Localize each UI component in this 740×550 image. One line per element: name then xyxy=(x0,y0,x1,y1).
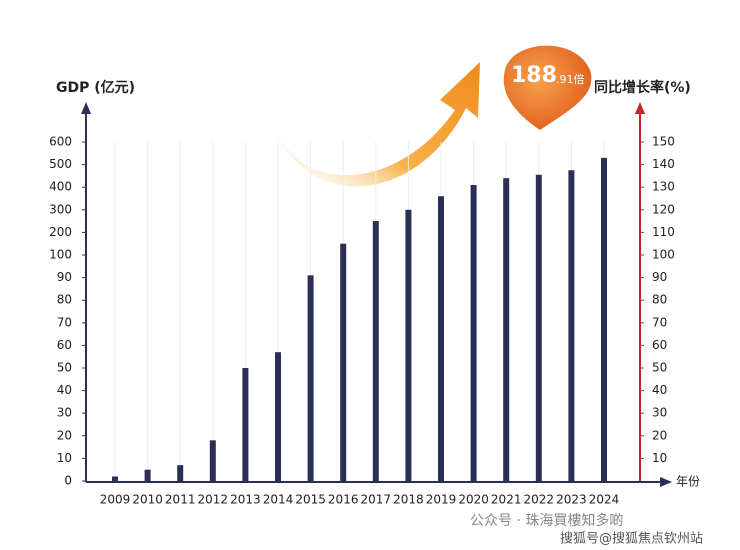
y-tick-label: 90 xyxy=(57,270,72,284)
bar xyxy=(307,275,314,481)
y-tick-label: 30 xyxy=(57,406,72,420)
bar xyxy=(340,243,347,481)
bar xyxy=(405,209,412,482)
x-tick-label: 2021 xyxy=(491,493,522,507)
y2-tick-label: 70 xyxy=(652,315,667,329)
y2-tick-label: 150 xyxy=(652,135,675,149)
x-tick-label: 2012 xyxy=(198,493,229,507)
watermark: 搜狐号@搜狐焦点钦州站 xyxy=(560,532,703,547)
bar xyxy=(535,174,542,481)
y-tick-label: 600 xyxy=(49,135,72,149)
bar xyxy=(470,184,477,481)
x-tick-label: 2024 xyxy=(589,493,620,507)
y2-tick-label: 30 xyxy=(652,406,667,420)
y2-tick-label: 60 xyxy=(652,338,667,352)
x-tick-label: 2011 xyxy=(165,493,196,507)
bar xyxy=(372,221,379,481)
x-tick-label: 2016 xyxy=(328,493,359,507)
bar xyxy=(503,178,510,481)
y2-axis-label: 同比增长率(%) xyxy=(594,79,691,96)
annotation-main: 188 xyxy=(511,63,557,88)
x-tick-label: 2010 xyxy=(132,493,163,507)
y-axis-arrow xyxy=(81,102,91,114)
bar xyxy=(438,196,444,482)
bar xyxy=(177,465,184,481)
y2-axis-arrow xyxy=(635,102,645,114)
y-tick-label: 500 xyxy=(49,157,72,171)
y2-tick-label: 100 xyxy=(652,248,675,262)
y-tick-label: 0 xyxy=(64,474,72,488)
y2-tick-label: 90 xyxy=(652,270,667,284)
bar xyxy=(144,469,151,481)
y-tick-label: 70 xyxy=(57,315,72,329)
x-axis-label: 年份 xyxy=(676,475,700,489)
y-tick-label: 300 xyxy=(49,202,72,216)
y2-tick-label: 120 xyxy=(652,202,675,216)
x-tick-label: 2014 xyxy=(263,493,294,507)
y2-tick-label: 50 xyxy=(652,361,667,375)
annotation-bubble xyxy=(503,45,592,130)
bar xyxy=(209,440,216,481)
y2-tick-label: 140 xyxy=(652,157,675,171)
y-tick-label: 80 xyxy=(57,293,72,307)
y2-tick-label: 80 xyxy=(652,293,667,307)
y2-tick-label: 130 xyxy=(652,180,675,194)
x-tick-label: 2022 xyxy=(524,493,555,507)
y-tick-label: 40 xyxy=(57,383,72,397)
y-tick-label: 100 xyxy=(49,248,72,262)
y2-tick-label: 10 xyxy=(652,451,667,465)
bar xyxy=(568,170,575,481)
y-axis-label: GDP (亿元) xyxy=(56,79,135,96)
y-tick-label: 200 xyxy=(49,225,72,239)
bar xyxy=(112,476,118,481)
x-tick-label: 2009 xyxy=(100,493,131,507)
x-tick-label: 2017 xyxy=(361,493,392,507)
watermark: 公众号 · 珠海買樓知多啲 xyxy=(470,512,623,529)
x-tick-label: 2019 xyxy=(426,493,457,507)
annotation-sub: .91倍 xyxy=(556,72,585,86)
y-tick-label: 20 xyxy=(57,428,72,442)
swoosh-arrow xyxy=(270,62,480,187)
x-tick-label: 2015 xyxy=(295,493,326,507)
y2-tick-label: 110 xyxy=(652,225,675,239)
x-tick-label: 2013 xyxy=(230,493,261,507)
y-tick-label: 10 xyxy=(57,451,72,465)
x-tick-label: 2020 xyxy=(458,493,489,507)
y-tick-label: 60 xyxy=(57,338,72,352)
bar xyxy=(242,368,249,481)
x-tick-label: 2018 xyxy=(393,493,424,507)
x-tick-label: 2023 xyxy=(556,493,587,507)
bar xyxy=(275,352,281,481)
y-tick-label: 50 xyxy=(57,361,72,375)
y-tick-label: 400 xyxy=(49,180,72,194)
y2-tick-label: 20 xyxy=(652,428,667,442)
y2-tick-label: 40 xyxy=(652,383,667,397)
x-axis-arrow xyxy=(660,477,672,487)
bar xyxy=(601,157,607,481)
